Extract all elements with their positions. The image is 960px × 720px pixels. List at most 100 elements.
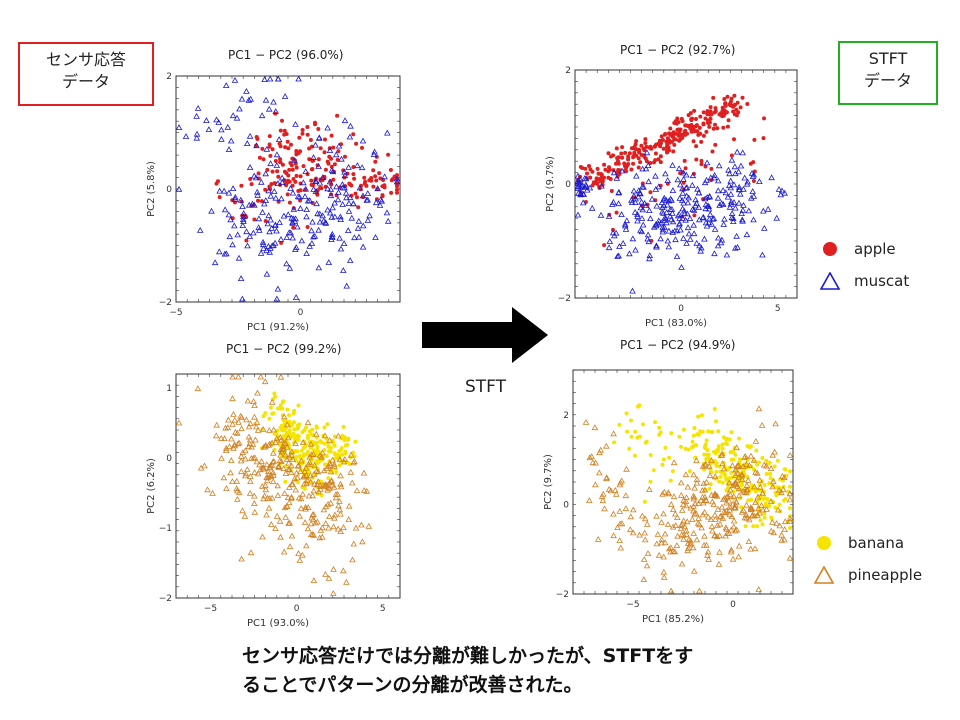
pineapple-point — [594, 535, 602, 542]
pineapple-point — [329, 456, 336, 463]
apple-point — [268, 153, 273, 158]
pineapple-point — [269, 449, 277, 456]
banana-point — [686, 447, 691, 452]
apple-point — [658, 183, 663, 188]
muscat-point — [239, 222, 247, 229]
banana-point — [261, 414, 266, 419]
pineapple-point — [360, 469, 368, 476]
apple-point — [740, 95, 745, 100]
x-tick-label: 5 — [775, 304, 781, 314]
apple-point — [267, 184, 272, 189]
muscat-point — [706, 193, 713, 200]
pineapple-point — [758, 421, 766, 428]
muscat-point — [650, 223, 658, 230]
muscat-point — [308, 227, 315, 234]
pineapple-point — [201, 462, 208, 469]
muscat-point — [286, 264, 294, 271]
pineapple-point — [742, 511, 750, 518]
pineapple-point — [747, 506, 755, 513]
pineapple-point — [653, 512, 660, 519]
muscat-point — [341, 184, 348, 191]
muscat-point — [251, 201, 258, 208]
muscat-point — [343, 282, 350, 289]
pineapple-point — [228, 435, 235, 442]
pineapple-point — [701, 508, 708, 515]
legend-muscat: muscat — [820, 272, 909, 290]
muscat-point — [668, 196, 675, 203]
pineapple-point — [325, 524, 332, 531]
pineapple-point — [217, 434, 225, 441]
pineapple-point — [282, 451, 289, 458]
apple-point — [282, 128, 287, 133]
pineapple-point — [743, 514, 750, 521]
muscat-point — [243, 140, 251, 146]
pineapple-point — [319, 524, 326, 531]
muscat-point — [300, 179, 307, 186]
pineapple-point — [295, 494, 303, 501]
pineapple-point — [686, 541, 694, 548]
muscat-point — [384, 129, 391, 136]
pineapple-point — [786, 490, 794, 497]
apple-point — [707, 120, 712, 125]
series-muscat — [574, 148, 788, 294]
pineapple-point — [741, 488, 748, 495]
banana-point — [328, 445, 333, 450]
banana-point — [653, 420, 658, 425]
pineapple-point — [641, 529, 648, 536]
apple-point — [329, 133, 334, 138]
muscat-point — [644, 235, 651, 242]
apple-point — [395, 184, 399, 189]
pineapple-point — [728, 546, 735, 553]
muscat-point — [240, 210, 247, 216]
muscat-point — [283, 260, 290, 267]
muscat-point — [653, 242, 660, 249]
apple-point — [331, 145, 336, 150]
pineapple-point — [336, 456, 344, 462]
muscat-point — [661, 194, 668, 201]
muscat-point — [193, 134, 201, 141]
muscat-point — [667, 206, 674, 212]
pineapple-point — [301, 480, 308, 487]
apple-point — [270, 169, 275, 174]
muscat-point — [262, 170, 269, 177]
pineapple-point — [175, 419, 183, 426]
muscat-point — [247, 95, 254, 102]
banana-point — [629, 418, 633, 423]
apple-point — [310, 167, 315, 171]
pineapple-point — [639, 512, 646, 519]
muscat-point — [701, 235, 708, 242]
apple-point — [395, 173, 399, 178]
pineapple-point — [294, 462, 302, 469]
banana-point — [283, 479, 288, 484]
muscat-point — [377, 196, 384, 203]
muscat-point — [273, 151, 281, 158]
series-pineapple — [582, 405, 794, 594]
muscat-point — [673, 253, 681, 259]
pineapple-point — [238, 414, 245, 420]
muscat-point — [278, 195, 285, 202]
apple-point — [395, 176, 399, 181]
muscat-point — [745, 207, 753, 214]
muscat-point — [232, 193, 239, 200]
muscat-point — [266, 75, 274, 82]
y-tick-label: −2 — [159, 298, 172, 308]
stft-label-line1: STFT — [868, 49, 908, 68]
apple-point — [390, 177, 395, 182]
muscat-point — [284, 211, 292, 218]
pineapple-point — [266, 427, 273, 433]
pineapple-point — [331, 463, 338, 469]
apple-point — [751, 179, 756, 183]
pineapple-point — [285, 459, 292, 466]
pineapple-point — [209, 489, 216, 496]
pineapple-point — [658, 539, 665, 546]
pineapple-point — [213, 432, 220, 439]
banana-point — [683, 446, 688, 451]
pineapple-point — [614, 524, 621, 531]
banana-point — [267, 416, 272, 421]
apple-point — [701, 122, 706, 127]
muscat-point — [664, 201, 671, 208]
pineapple-point — [313, 467, 320, 474]
x-tick-label: 0 — [298, 308, 304, 318]
banana-point — [698, 429, 703, 434]
banana-point — [314, 459, 319, 464]
